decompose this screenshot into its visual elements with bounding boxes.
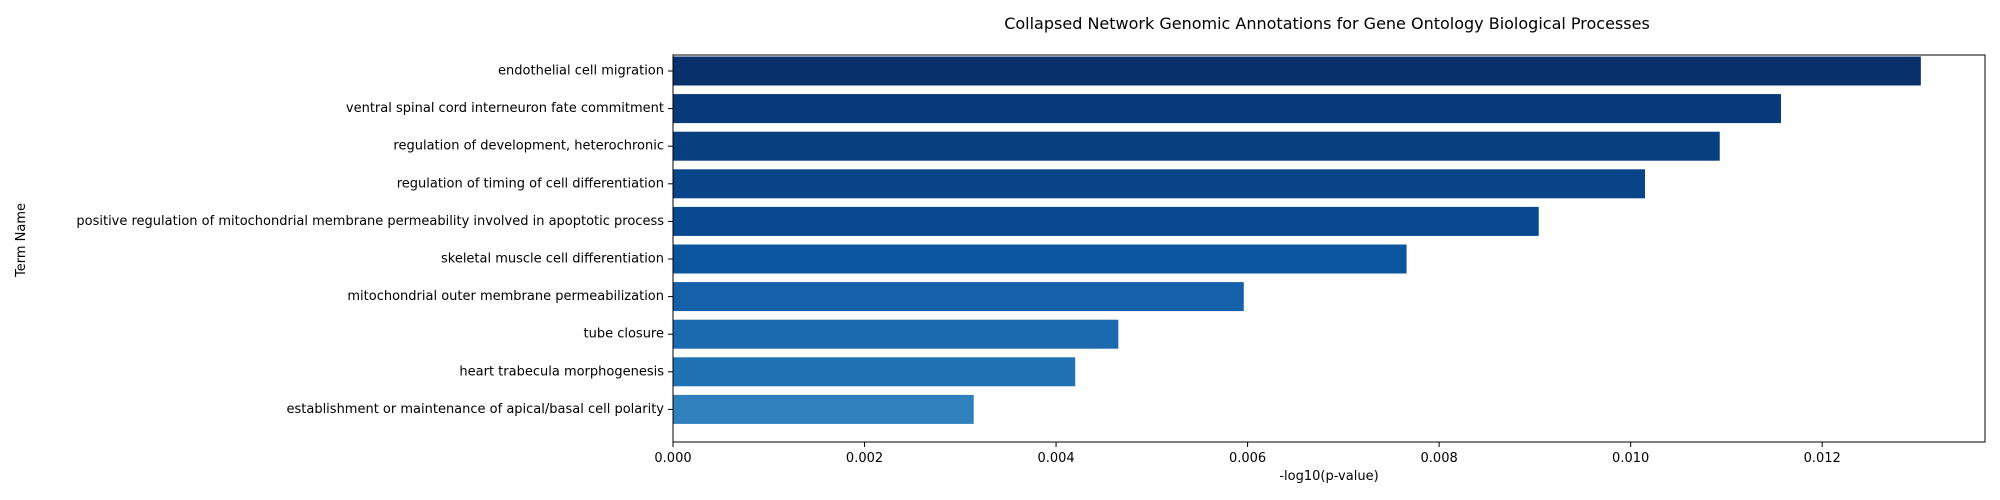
bar — [673, 94, 1782, 124]
x-tick-label: 0.010 — [1612, 451, 1649, 466]
y-tick-marks — [668, 70, 673, 410]
y-tick-label: skeletal muscle cell differentiation — [441, 252, 664, 267]
x-axis-label: -log10(p-value) — [1279, 469, 1378, 484]
bar — [673, 319, 1119, 349]
y-tick-labels: endothelial cell migration ventral spinal… — [76, 64, 664, 417]
x-ticks: 0.000 0.002 0.004 0.006 0.008 0.010 0.012 — [654, 442, 1841, 466]
y-tick-label: mitochondrial outer membrane permeabiliz… — [347, 289, 664, 304]
bar — [673, 357, 1076, 387]
y-tick-label: ventral spinal cord interneuron fate com… — [346, 101, 664, 116]
x-tick-label: 0.008 — [1421, 451, 1458, 466]
x-tick-label: 0.000 — [654, 451, 691, 466]
y-tick-label: positive regulation of mitochondrial mem… — [76, 214, 664, 229]
bars-group — [673, 56, 1921, 424]
x-tick-label: 0.006 — [1229, 451, 1266, 466]
x-tick-label: 0.004 — [1037, 451, 1074, 466]
y-tick-label: regulation of development, heterochronic — [393, 139, 664, 154]
chart-title: Collapsed Network Genomic Annotations fo… — [1004, 14, 1650, 33]
plot-frame — [672, 54, 1986, 443]
bar — [673, 244, 1407, 274]
bar — [673, 169, 1646, 199]
y-tick-label: tube closure — [583, 327, 664, 342]
y-tick-label: heart trabecula morphogenesis — [459, 364, 664, 379]
bar — [673, 56, 1921, 86]
x-tick-label: 0.012 — [1804, 451, 1841, 466]
bar — [673, 131, 1720, 161]
bar — [673, 282, 1244, 312]
x-tick-label: 0.002 — [846, 451, 883, 466]
y-tick-label: endothelial cell migration — [498, 64, 664, 79]
y-tick-label: establishment or maintenance of apical/b… — [286, 402, 664, 417]
bar — [673, 394, 974, 424]
y-axis-label: Term Name — [14, 203, 29, 278]
y-tick-label: regulation of timing of cell differentia… — [397, 176, 664, 191]
bar — [673, 206, 1539, 236]
